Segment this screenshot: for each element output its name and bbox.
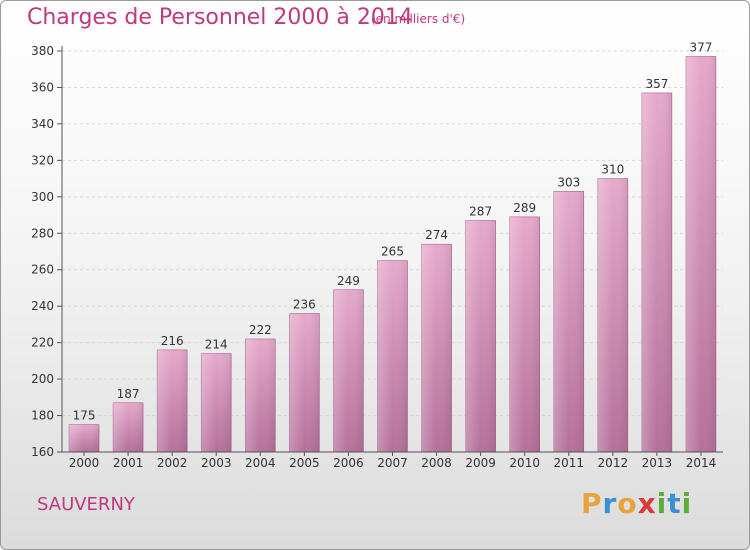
x-tick-label-2000: 2000 <box>69 456 100 470</box>
x-tick-label-2006: 2006 <box>333 456 364 470</box>
y-tick-label: 320 <box>31 153 54 167</box>
y-tick-label: 360 <box>31 80 54 94</box>
y-tick-label: 340 <box>31 117 54 131</box>
y-tick-label: 200 <box>31 372 54 386</box>
y-tick-label: 220 <box>31 336 54 350</box>
x-tick-label-2009: 2009 <box>465 456 496 470</box>
value-label-2008: 274 <box>425 228 448 242</box>
x-tick-label-2012: 2012 <box>598 456 629 470</box>
logo-letter: o <box>617 487 638 520</box>
value-label-2009: 287 <box>469 205 492 219</box>
logo-letter: r <box>602 487 618 520</box>
x-tick-label-2013: 2013 <box>642 456 673 470</box>
commune-name: SAUVERNY <box>37 494 135 515</box>
y-tick-label: 160 <box>31 445 54 459</box>
bar-shade-2002 <box>157 349 188 452</box>
bar-shade-2003 <box>201 353 232 452</box>
y-tick-label: 180 <box>31 409 54 423</box>
logo-letter: i <box>656 487 668 520</box>
logo-letter: t <box>667 487 682 520</box>
y-tick-label: 240 <box>31 299 54 313</box>
value-label-2011: 303 <box>557 175 580 189</box>
y-tick-label: 380 <box>31 44 54 58</box>
value-label-2010: 289 <box>513 201 536 215</box>
logo-letter: i <box>681 487 693 520</box>
y-tick-label: 260 <box>31 263 54 277</box>
x-tick-label-2007: 2007 <box>377 456 408 470</box>
logo-letter: P <box>581 487 603 520</box>
proxiti-logo: Proxiti <box>581 487 692 520</box>
bar-shade-2006 <box>333 289 364 452</box>
value-label-2004: 222 <box>249 323 272 337</box>
value-label-2014: 377 <box>690 40 713 54</box>
bar-shade-2008 <box>421 244 452 452</box>
value-label-2002: 216 <box>161 334 184 348</box>
value-label-2013: 357 <box>645 77 668 91</box>
x-tick-label-2001: 2001 <box>113 456 144 470</box>
bar-shade-2001 <box>113 402 144 452</box>
value-label-2005: 236 <box>293 297 316 311</box>
bar-shade-2007 <box>377 260 408 452</box>
bar-shade-2010 <box>509 216 540 452</box>
chart-title: Charges de Personnel 2000 à 2014 <box>27 5 413 30</box>
value-label-2000: 175 <box>73 409 96 423</box>
value-label-2006: 249 <box>337 274 360 288</box>
x-tick-label-2010: 2010 <box>509 456 540 470</box>
bar-shade-2000 <box>69 424 100 452</box>
value-label-2003: 214 <box>205 338 228 352</box>
bar-shade-2012 <box>597 178 628 452</box>
x-tick-label-2003: 2003 <box>201 456 232 470</box>
y-tick-label: 300 <box>31 190 54 204</box>
y-tick-label: 280 <box>31 226 54 240</box>
x-tick-label-2011: 2011 <box>553 456 584 470</box>
x-tick-label-2005: 2005 <box>289 456 320 470</box>
value-label-2012: 310 <box>601 163 624 177</box>
value-label-2001: 187 <box>117 387 140 401</box>
bar-shade-2009 <box>465 220 496 452</box>
bar-shade-2011 <box>553 191 584 452</box>
x-tick-label-2002: 2002 <box>157 456 188 470</box>
bar-shade-2014 <box>685 56 716 453</box>
bar-shade-2005 <box>289 313 320 452</box>
value-label-2007: 265 <box>381 245 404 259</box>
x-tick-label-2004: 2004 <box>245 456 276 470</box>
logo-letter: x <box>637 487 657 520</box>
chart-subtitle: (en milliers d'€) <box>371 12 466 26</box>
x-tick-label-2014: 2014 <box>686 456 717 470</box>
bar-shade-2004 <box>245 338 276 452</box>
x-tick-label-2008: 2008 <box>421 456 452 470</box>
bar-shade-2013 <box>641 92 672 452</box>
